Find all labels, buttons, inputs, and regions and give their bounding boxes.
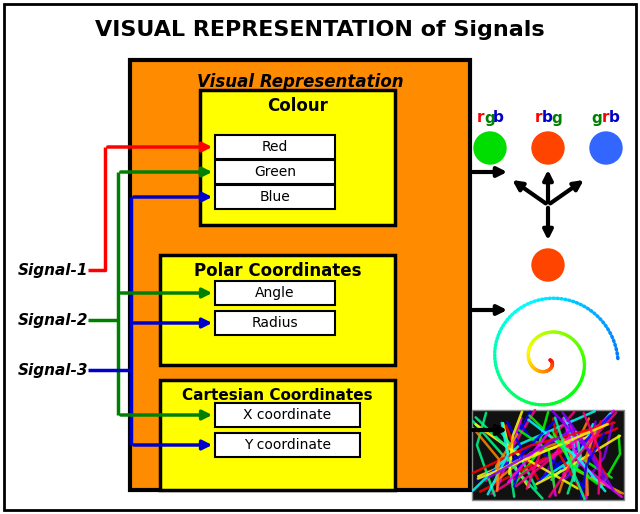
Bar bbox=[200, 90, 395, 225]
Circle shape bbox=[532, 132, 564, 164]
Text: g: g bbox=[484, 111, 495, 125]
Text: b: b bbox=[542, 111, 553, 125]
Text: Signal-1: Signal-1 bbox=[18, 263, 88, 278]
Bar bbox=[130, 60, 470, 490]
Bar bbox=[160, 380, 395, 490]
Text: Angle: Angle bbox=[255, 286, 295, 300]
Text: Signal-2: Signal-2 bbox=[18, 313, 88, 327]
Bar bbox=[160, 255, 395, 365]
Text: r: r bbox=[535, 111, 542, 125]
Text: VISUAL REPRESENTATION of Signals: VISUAL REPRESENTATION of Signals bbox=[95, 20, 545, 40]
Text: Colour: Colour bbox=[267, 97, 328, 115]
Text: Visual Representation: Visual Representation bbox=[196, 73, 403, 91]
Circle shape bbox=[590, 132, 622, 164]
Bar bbox=[215, 281, 335, 305]
Text: X coordinate: X coordinate bbox=[243, 408, 332, 422]
Text: Blue: Blue bbox=[260, 190, 291, 204]
Text: r: r bbox=[477, 111, 484, 125]
Text: r: r bbox=[602, 111, 609, 125]
Circle shape bbox=[532, 249, 564, 281]
Text: g: g bbox=[591, 111, 602, 125]
Text: Red: Red bbox=[262, 140, 288, 154]
Text: b: b bbox=[609, 111, 620, 125]
Text: g: g bbox=[551, 111, 562, 125]
Text: Y coordinate: Y coordinate bbox=[244, 438, 331, 452]
Bar bbox=[215, 160, 335, 184]
Text: Cartesian Coordinates: Cartesian Coordinates bbox=[182, 389, 373, 403]
Circle shape bbox=[476, 288, 620, 432]
Bar bbox=[472, 410, 624, 500]
Bar bbox=[215, 433, 360, 457]
Bar bbox=[215, 135, 335, 159]
Text: Radius: Radius bbox=[252, 316, 298, 330]
Text: Signal-3: Signal-3 bbox=[18, 362, 88, 377]
Circle shape bbox=[474, 132, 506, 164]
Bar bbox=[215, 311, 335, 335]
Bar bbox=[215, 185, 335, 209]
Text: Polar Coordinates: Polar Coordinates bbox=[194, 262, 361, 280]
Text: Green: Green bbox=[254, 165, 296, 179]
Bar bbox=[215, 403, 360, 427]
Text: b: b bbox=[493, 111, 504, 125]
